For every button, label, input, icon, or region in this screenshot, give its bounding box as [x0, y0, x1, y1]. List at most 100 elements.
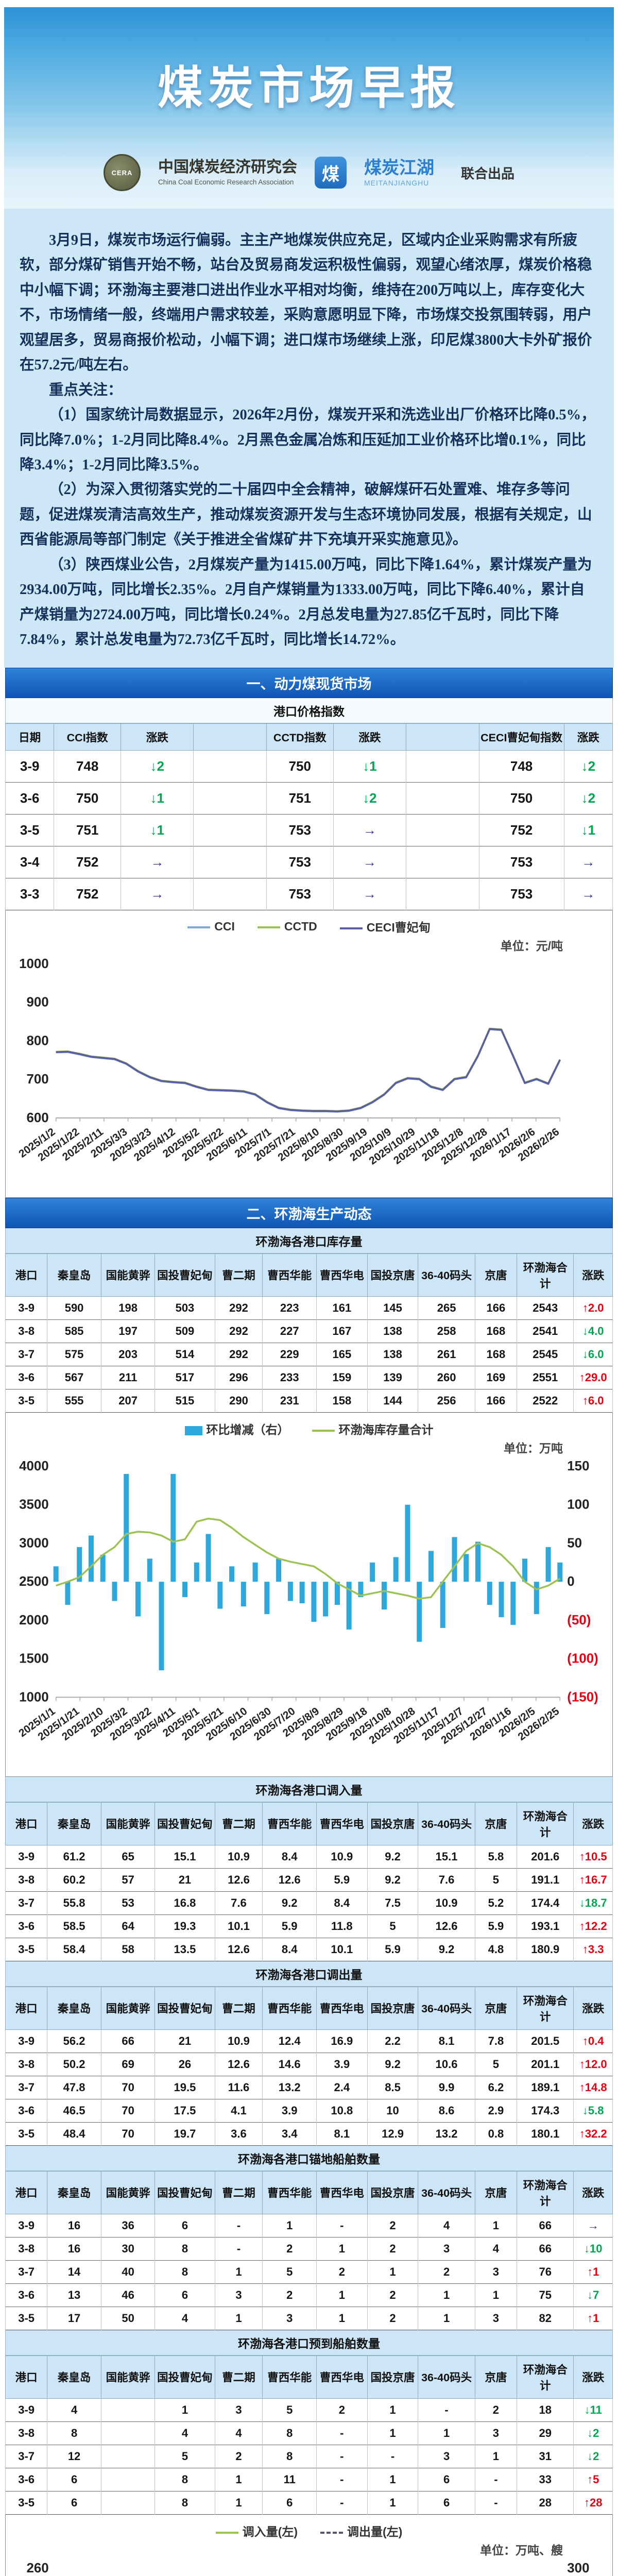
- table-cell: 19.3: [154, 1914, 215, 1938]
- mtjh-name-cn: 煤炭江湖: [364, 158, 434, 178]
- column-header: 京唐: [474, 1253, 518, 1297]
- svg-text:0: 0: [567, 1574, 574, 1589]
- column-header: 曹西华能: [262, 1253, 317, 1297]
- table-cell: ↑16.7: [573, 1868, 613, 1892]
- column-header: 秦皇岛: [47, 1253, 101, 1297]
- svg-text:3000: 3000: [19, 1536, 49, 1550]
- table-cell: 2545: [517, 1342, 574, 1366]
- table-cell: 21: [154, 2029, 215, 2053]
- column-header: CCTD指数: [266, 723, 334, 751]
- legend-swatch-icon: [339, 927, 363, 930]
- table-row: 3-6 13 46 6 3 2 1 2 1 1 75 ↓7: [5, 2283, 613, 2307]
- table-cell: 3-8: [5, 2421, 48, 2445]
- table-cell: ↓2: [563, 782, 613, 815]
- section2-title: 二、环渤海生产动态: [5, 1197, 613, 1228]
- table-cell: 144: [367, 1388, 419, 1413]
- table-cell: 3-6: [5, 2098, 48, 2123]
- table-cell: ↑10.5: [573, 1844, 613, 1869]
- svg-text:150: 150: [567, 1459, 589, 1473]
- table-cell: 211: [100, 1365, 156, 1389]
- svg-text:1000: 1000: [19, 1690, 49, 1704]
- column-header: 港口: [5, 1253, 48, 1297]
- table-cell: 1: [214, 2467, 263, 2492]
- table-cell: 75: [517, 2283, 574, 2307]
- table-cell: [100, 2421, 156, 2445]
- table-cell: 13: [47, 2283, 101, 2307]
- table-cell: 3-6: [5, 2467, 48, 2492]
- table-cell: ↓1: [333, 750, 407, 783]
- table-cell: 1: [367, 2260, 419, 2284]
- table-cell: →: [120, 878, 194, 910]
- table-cell: 10.9: [316, 1844, 368, 1869]
- table-cell: 8.4: [262, 1844, 317, 1869]
- svg-text:1000: 1000: [19, 957, 49, 971]
- table-cell: 65: [100, 1844, 156, 1869]
- table-cell: 5.9: [316, 1868, 368, 1892]
- column-header: 国能黄骅: [100, 2171, 156, 2214]
- table-cell: 4: [418, 2213, 475, 2238]
- table-cell: 47.8: [47, 2075, 101, 2099]
- table-cell: ↓18.7: [573, 1891, 613, 1915]
- table-cell: 2: [367, 2306, 419, 2330]
- table-cell: 751: [266, 782, 334, 815]
- table-cell: ↓2: [573, 2421, 613, 2445]
- table-cell: 76: [517, 2260, 574, 2284]
- table-cell: ↑28: [573, 2490, 613, 2515]
- page-title: 煤炭市场早报: [157, 62, 460, 113]
- table-cell: 5.9: [262, 1914, 317, 1938]
- change-down-indicator: ↓11: [584, 2403, 602, 2416]
- stock-chart: 环比增减（右） 环渤海库存量合计 单位：万吨 1000 1500 2000 2500 30…: [5, 1412, 613, 1777]
- change-down-indicator: ↓1: [150, 790, 164, 806]
- focus-item-2: （2）为深入贯彻落实党的二十届四中全会精神，破解煤矸石处置难、堆存多等问题，促进…: [20, 482, 592, 548]
- svg-text:300: 300: [567, 2561, 589, 2575]
- table-row: 3-5 555 207 515 290 231 158 144 256 166 2522 ↑6.0: [5, 1388, 613, 1413]
- chart-canvas: 60070080090010002025/1/22025/1/222025/2/…: [16, 957, 561, 1167]
- table-cell: 19.7: [154, 2122, 215, 2146]
- outflow-subtitle: 环渤海各港口调出量: [5, 1961, 613, 1987]
- column-header: [406, 723, 479, 751]
- table-cell: 3-6: [5, 1365, 48, 1389]
- table-cell: 3-7: [5, 1342, 48, 1366]
- table-cell: 66: [100, 2029, 156, 2053]
- table-cell: →: [120, 846, 194, 878]
- legend-item: 调入量(左): [215, 2522, 298, 2539]
- column-header: 港口: [5, 1986, 48, 2030]
- table-cell: 29: [517, 2421, 574, 2445]
- table-cell: 3-6: [5, 1914, 48, 1938]
- focus-label: 重点关注：: [49, 382, 123, 398]
- column-header: 环渤海合计: [517, 1986, 574, 2030]
- table-cell: 46.5: [47, 2098, 101, 2123]
- chart-canvas: 6011016021026001002003002025/1/12025/1/2…: [27, 2561, 590, 2575]
- table-row: 3-3 752 → 753 → 753 →: [5, 878, 613, 910]
- change-flat-indicator: →: [363, 822, 376, 838]
- table-cell: 748: [478, 750, 564, 783]
- table-cell: 9.2: [262, 1891, 317, 1915]
- table-cell: 64: [100, 1914, 156, 1938]
- port-inflow-table: 港口 秦皇岛 国能黄骅 国投曹妃甸 曹二期 曹西华能 曹西华电 国投京唐 36-40码头 京唐 环渤…: [5, 1802, 613, 1961]
- change-down-indicator: ↓7: [587, 2288, 599, 2301]
- svg-text:(50): (50): [567, 1613, 591, 1628]
- svg-text:800: 800: [27, 1034, 49, 1048]
- column-header: 涨跌: [573, 2171, 613, 2214]
- column-header: 曹西华电: [316, 1986, 368, 2030]
- table-cell: 5.8: [474, 1844, 518, 1869]
- table-cell: 3-7: [5, 2444, 48, 2468]
- table-cell: 3-9: [5, 1296, 48, 1320]
- table-cell: 1: [367, 2398, 419, 2422]
- change-up-indicator: ↑12.2: [579, 1919, 607, 1933]
- table-cell: 16: [47, 2213, 101, 2238]
- table-row: 3-5 48.4 70 19.7 3.6 3.4 8.1 12.9 13.2 0.8 180.1 ↑3…: [5, 2122, 613, 2146]
- table-cell: ↓2: [120, 750, 194, 783]
- change-down-indicator: ↓1: [363, 758, 377, 774]
- table-cell: 3-9: [5, 750, 55, 783]
- table-cell: 1: [316, 2283, 368, 2307]
- table-cell: 233: [262, 1365, 317, 1389]
- table-cell: 5.9: [367, 1937, 419, 1961]
- meitanjianghu-org: 煤炭江湖 MEITANJIANGHU: [364, 158, 434, 187]
- table-cell: 292: [214, 1342, 263, 1366]
- table-cell: 1: [316, 2306, 368, 2330]
- column-header: 国能黄骅: [100, 1802, 156, 1845]
- table-cell: 1: [367, 2490, 419, 2515]
- table-cell: 3.9: [316, 2052, 368, 2076]
- intro-paragraph: 3月9日，煤炭市场运行偏弱。主主产地煤炭供应充足，区域内企业采购需求有所疲软，部…: [20, 232, 592, 374]
